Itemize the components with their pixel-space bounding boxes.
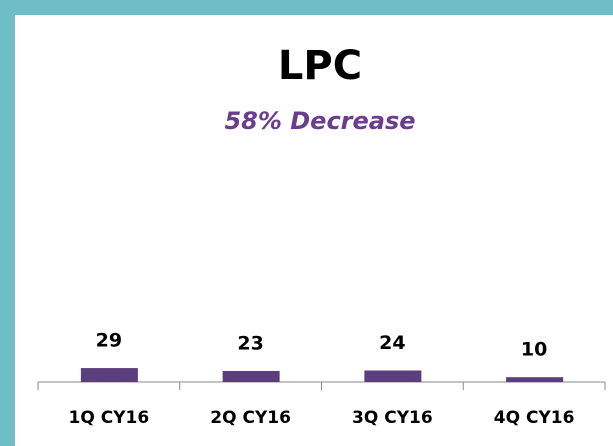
bar	[364, 370, 422, 382]
chart-subtitle: 58% Decrease	[224, 107, 415, 135]
value-label: 24	[379, 332, 405, 354]
x-tick-label: 3Q CY16	[352, 408, 433, 428]
x-tick-label: 2Q CY16	[210, 408, 291, 428]
bar	[80, 368, 138, 382]
x-tick-label: 1Q CY16	[69, 408, 150, 428]
chart-title: LPC	[278, 43, 362, 89]
bar	[222, 370, 280, 382]
value-label: 23	[237, 332, 263, 354]
value-label: 29	[96, 330, 122, 352]
x-tick-label: 4Q CY16	[494, 408, 575, 428]
value-label: 10	[521, 339, 547, 361]
bar	[506, 377, 564, 382]
